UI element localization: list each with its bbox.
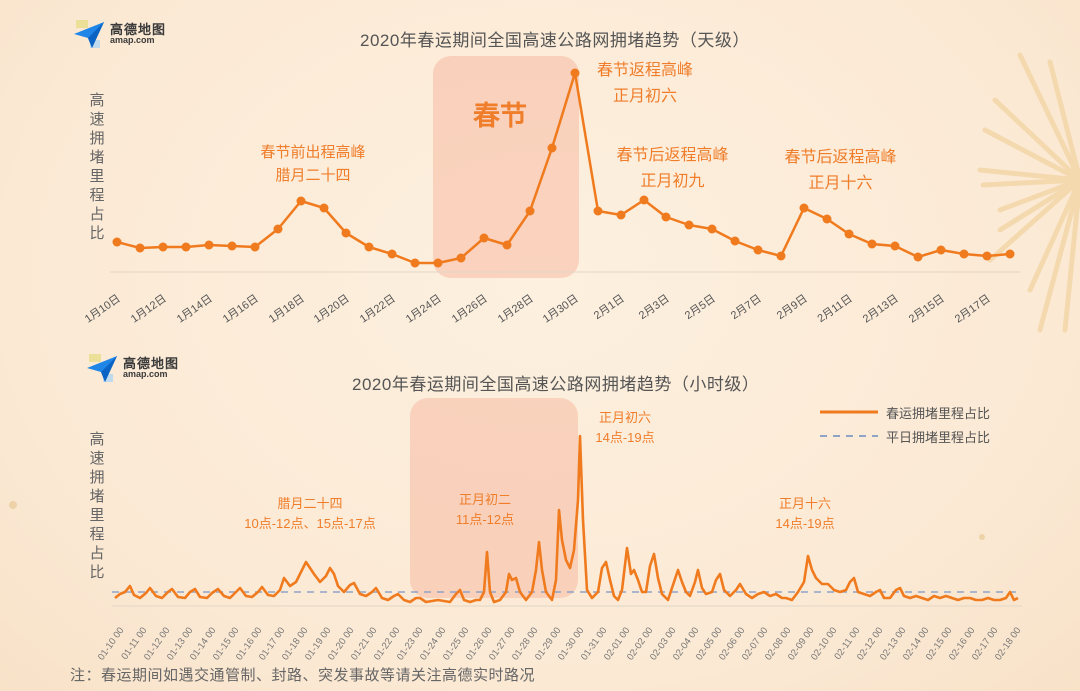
annotation-pre-festival-peak: 春节前出程高峰 腊月二十四 [260,144,366,184]
svg-text:1月30日: 1月30日 [541,293,581,326]
daily-chart-title: 2020年春运期间全国高速公路网拥堵趋势（天级） [360,31,750,50]
brand-name-cn: 高德地图 [110,22,167,37]
daily-line-chart: 1月10日 1月12日 1月14日 1月16日 1月18日 1月20日 1月22… [83,68,1020,326]
amap-logo: 高德地图 amap.com [85,352,179,384]
annotation-return-peak: 春节返程高峰 正月初六 [596,62,693,105]
annotation-lunar-1-6: 正月初六 14点-19点 [595,410,655,445]
hourly-line-chart: 01-10 00 01-11 00 01-12 00 01-13 00 01-1… [96,434,1024,662]
annotation-lunar-12-24: 腊月二十四 10点-12点、15点-17点 [244,496,376,531]
brand-name-cn: 高德地图 [123,356,180,371]
annotation-lunar-1-2: 正月初二 11点-12点 [455,492,515,527]
amap-logo: 高德地图 amap.com [72,18,166,50]
svg-text:1月28日: 1月28日 [496,293,536,326]
svg-text:1月14日: 1月14日 [175,293,215,326]
hourly-x-axis-ticks: 01-10 00 01-11 00 01-12 00 01-13 00 01-1… [96,625,1024,662]
svg-text:1月12日: 1月12日 [129,293,169,326]
brand-name-en: amap.com [123,369,168,379]
svg-text:1月20日: 1月20日 [312,293,352,326]
paper-plane-icon [85,352,119,384]
brand-name-en: amap.com [110,35,155,45]
footnote: 注：春运期间如遇交通管制、封路、突发事故等请关注高德实时路况 [70,667,536,684]
svg-text:1月16日: 1月16日 [221,293,261,326]
paper-plane-icon [72,18,106,50]
annotation-lunar-1-16: 正月十六 14点-19点 [775,496,835,531]
daily-x-axis-ticks: 1月10日 1月12日 1月14日 1月16日 1月18日 1月20日 1月22… [83,293,993,326]
legend-item-normal: 平日拥堵里程占比 [820,424,990,448]
svg-text:2月13日: 2月13日 [861,293,901,326]
svg-text:2月5日: 2月5日 [683,293,718,322]
svg-text:2月17日: 2月17日 [953,293,993,326]
svg-text:2月15日: 2月15日 [907,293,947,326]
hourly-chart-panel: 高德地图 amap.com 2020年春运期间全国高速公路网拥堵趋势（小时级） … [0,330,1080,691]
svg-text:2月11日: 2月11日 [815,293,854,326]
annotation-post-return-peak-16: 春节后返程高峰 正月十六 [784,149,897,192]
svg-text:2月1日: 2月1日 [592,293,627,322]
daily-y-axis-label: 高速拥堵里程占比 [89,92,105,242]
annotation-post-return-peak-9: 春节后返程高峰 正月初九 [616,147,729,190]
svg-text:1月24日: 1月24日 [404,293,444,326]
svg-text:1月18日: 1月18日 [267,293,307,326]
solid-line-icon [820,410,878,414]
hourly-chart-legend: 春运拥堵里程占比 平日拥堵里程占比 [820,400,990,448]
hourly-chart-title: 2020年春运期间全国高速公路网拥堵趋势（小时级） [352,375,760,394]
legend-item-festival: 春运拥堵里程占比 [820,400,990,424]
hourly-y-axis-label: 高速拥堵里程占比 [89,431,105,581]
svg-text:2月7日: 2月7日 [729,293,764,322]
daily-chart-panel: 高德地图 amap.com 2020年春运期间全国高速公路网拥堵趋势（天级） 高… [0,0,1080,330]
svg-text:1月22日: 1月22日 [358,293,398,326]
svg-text:1月10日: 1月10日 [83,293,123,326]
svg-text:2月3日: 2月3日 [637,293,672,322]
svg-text:1月26日: 1月26日 [450,293,490,326]
svg-text:2月9日: 2月9日 [775,293,810,322]
dashed-line-icon [820,435,878,437]
spring-festival-highlight [410,398,578,598]
spring-festival-label: 春节 [473,101,527,131]
